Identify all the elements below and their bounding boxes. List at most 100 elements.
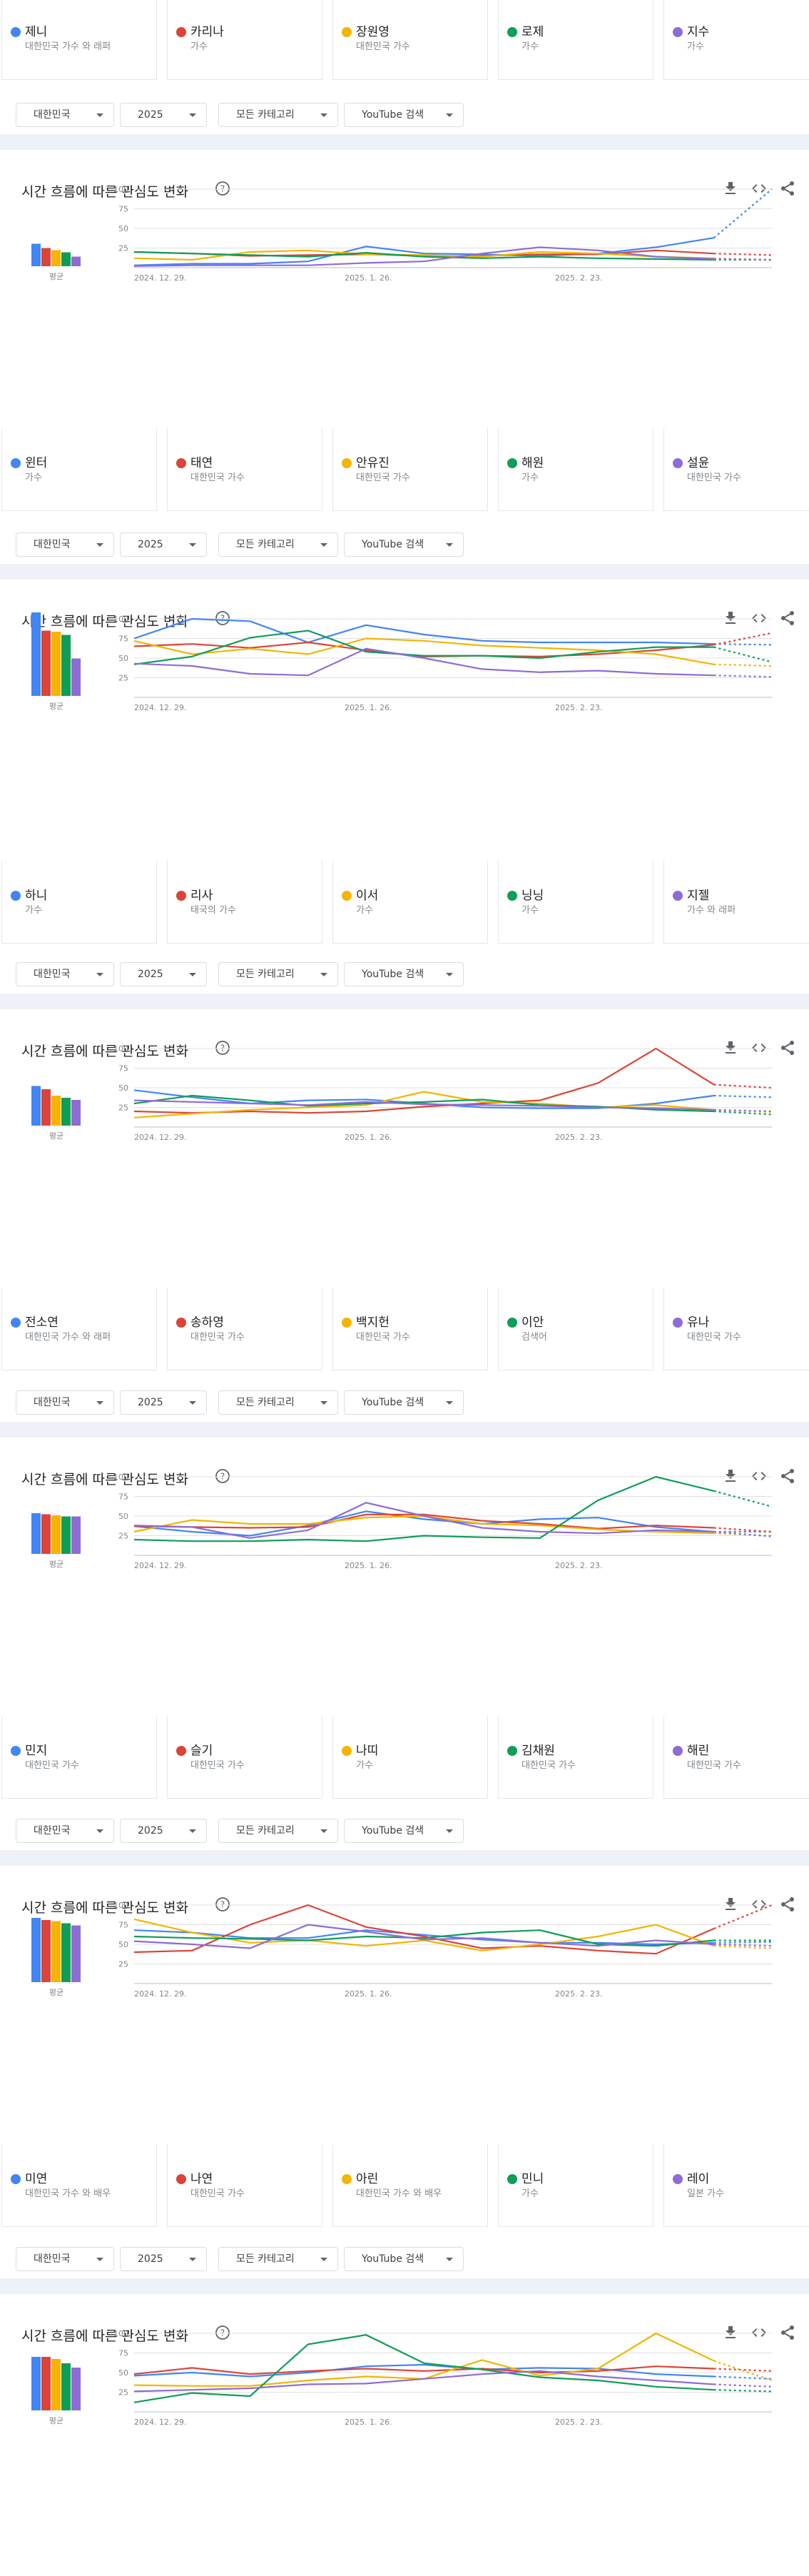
search-term-card[interactable]: 이서 가수 xyxy=(332,861,488,944)
filter-label: 대한민국 xyxy=(34,1825,71,1837)
year-filter[interactable]: 2025 xyxy=(120,103,207,127)
series-forecast-line xyxy=(713,2383,773,2388)
search-term-card[interactable]: 슬기 대한민국 가수 xyxy=(167,1716,322,1799)
region-filter[interactable]: 대한민국 xyxy=(16,532,114,557)
download-icon[interactable] xyxy=(722,1896,739,1913)
search-term-card[interactable]: 민지 대한민국 가수 xyxy=(1,1716,157,1799)
download-icon[interactable] xyxy=(722,2324,739,2341)
series-color-dot xyxy=(11,27,21,37)
embed-icon[interactable] xyxy=(751,180,768,197)
category-filter[interactable]: 모든 카테고리 xyxy=(218,103,338,127)
search-term-card[interactable]: 안유진 대한민국 가수 xyxy=(332,428,488,511)
property-filter[interactable]: YouTube 검색 xyxy=(344,2247,464,2271)
property-filter[interactable]: YouTube 검색 xyxy=(344,532,464,557)
search-term-card[interactable]: 설윤 대한민국 가수 xyxy=(663,428,809,511)
search-term-card[interactable]: 카리나 가수 xyxy=(167,0,322,80)
search-term-card[interactable]: 나연 대한민국 가수 xyxy=(167,2144,322,2227)
search-term-card[interactable]: 미연 대한민국 가수 와 배우 xyxy=(1,2144,157,2227)
search-term-card[interactable]: 백지헌 대한민국 가수 xyxy=(332,1288,488,1370)
share-icon[interactable] xyxy=(779,1039,796,1056)
year-filter[interactable]: 2025 xyxy=(120,2247,207,2271)
search-term-card[interactable]: 유나 대한민국 가수 xyxy=(663,1288,809,1370)
search-term-card[interactable]: 태연 대한민국 가수 xyxy=(167,428,322,511)
share-icon[interactable] xyxy=(779,1468,796,1485)
search-term-card[interactable]: 레이 일본 가수 xyxy=(663,2144,809,2227)
share-icon[interactable] xyxy=(779,2324,796,2341)
embed-icon[interactable] xyxy=(751,1896,768,1913)
average-bar xyxy=(71,658,81,696)
region-filter[interactable]: 대한민국 xyxy=(16,103,114,127)
embed-icon[interactable] xyxy=(751,1468,768,1485)
x-tick-label: 2024. 12. 29. xyxy=(134,273,186,283)
search-term-card[interactable]: 송하영 대한민국 가수 xyxy=(167,1288,322,1370)
search-term-card[interactable]: 해원 가수 xyxy=(498,428,653,511)
category-filter[interactable]: 모든 카테고리 xyxy=(218,532,338,557)
average-label: 평균 xyxy=(49,2416,63,2425)
search-term-card[interactable]: 로제 가수 xyxy=(498,0,653,80)
chevron-down-icon xyxy=(320,973,327,976)
average-bars xyxy=(31,1086,81,1126)
category-filter[interactable]: 모든 카테고리 xyxy=(218,962,338,986)
series-forecast-line xyxy=(713,1490,773,1507)
region-filter[interactable]: 대한민국 xyxy=(16,2247,114,2271)
category-filter[interactable]: 모든 카테고리 xyxy=(218,1390,338,1415)
search-term-card[interactable]: 리사 태국의 가수 xyxy=(167,861,322,944)
search-term-name: 이안 xyxy=(521,1315,544,1330)
year-filter[interactable]: 2025 xyxy=(120,1819,207,1843)
year-filter[interactable]: 2025 xyxy=(120,532,207,557)
search-term-card[interactable]: 장원영 대한민국 가수 xyxy=(332,0,488,80)
x-tick-label: 2025. 1. 26. xyxy=(345,1561,392,1570)
search-term-card[interactable]: 민니 가수 xyxy=(498,2144,653,2227)
series-color-dot xyxy=(673,1746,683,1756)
average-bar xyxy=(31,612,41,696)
search-term-card[interactable]: 아린 대한민국 가수 와 배우 xyxy=(332,2144,488,2227)
series-color-dot xyxy=(342,2174,352,2184)
embed-icon[interactable] xyxy=(751,610,768,627)
category-filter[interactable]: 모든 카테고리 xyxy=(218,2247,338,2271)
average-bars xyxy=(31,1513,81,1554)
property-filter[interactable]: YouTube 검색 xyxy=(344,1819,464,1843)
embed-icon[interactable] xyxy=(751,1039,768,1056)
search-term-card[interactable]: 하니 가수 xyxy=(1,861,157,944)
category-filter[interactable]: 모든 카테고리 xyxy=(218,1819,338,1843)
search-term-card[interactable]: 지수 가수 xyxy=(663,0,809,80)
embed-icon[interactable] xyxy=(751,2324,768,2341)
region-filter[interactable]: 대한민국 xyxy=(16,1819,114,1843)
search-term-card[interactable]: 지젤 가수 와 래퍼 xyxy=(663,861,809,944)
x-tick-label: 2025. 2. 23. xyxy=(555,1133,602,1142)
share-icon[interactable] xyxy=(779,610,796,627)
search-term-card[interactable]: 김채원 대한민국 가수 xyxy=(498,1716,653,1799)
region-filter[interactable]: 대한민국 xyxy=(16,962,114,986)
download-icon[interactable] xyxy=(722,1039,739,1056)
search-term-card[interactable]: 전소연 대한민국 가수 와 래퍼 xyxy=(1,1288,157,1370)
search-term-subtitle: 대한민국 가수 xyxy=(356,1332,410,1343)
download-icon[interactable] xyxy=(722,180,739,197)
year-filter[interactable]: 2025 xyxy=(120,1390,207,1415)
search-term-name: 미연 xyxy=(25,2172,48,2186)
property-filter[interactable]: YouTube 검색 xyxy=(344,1390,464,1415)
search-term-card[interactable]: 이안 검색어 xyxy=(498,1288,653,1370)
property-filter[interactable]: YouTube 검색 xyxy=(344,962,464,986)
download-icon[interactable] xyxy=(722,610,739,627)
search-term-subtitle: 대한민국 가수 와 래퍼 xyxy=(25,1332,111,1343)
series-line xyxy=(133,630,714,665)
share-icon[interactable] xyxy=(779,180,796,197)
search-term-subtitle: 가수 xyxy=(521,905,539,916)
series-color-dot xyxy=(11,1318,21,1328)
region-filter[interactable]: 대한민국 xyxy=(16,1390,114,1415)
search-term-name: 슬기 xyxy=(190,1744,213,1758)
series-line xyxy=(133,1502,714,1539)
search-term-card[interactable]: 닝닝 가수 xyxy=(498,861,653,944)
search-term-card[interactable]: 나띠 가수 xyxy=(332,1716,488,1799)
series-line xyxy=(133,1475,714,1542)
download-icon[interactable] xyxy=(722,1468,739,1485)
property-filter[interactable]: YouTube 검색 xyxy=(344,103,464,127)
year-filter[interactable]: 2025 xyxy=(120,962,207,986)
series-line xyxy=(133,237,714,266)
average-bar xyxy=(51,2359,61,2410)
search-term-card[interactable]: 제니 대한민국 가수 와 래퍼 xyxy=(1,0,157,80)
search-term-card[interactable]: 윈터 가수 xyxy=(1,428,157,511)
search-term-card[interactable]: 해린 대한민국 가수 xyxy=(663,1716,809,1799)
share-icon[interactable] xyxy=(779,1896,796,1913)
filter-label: 2025 xyxy=(138,1825,163,1837)
